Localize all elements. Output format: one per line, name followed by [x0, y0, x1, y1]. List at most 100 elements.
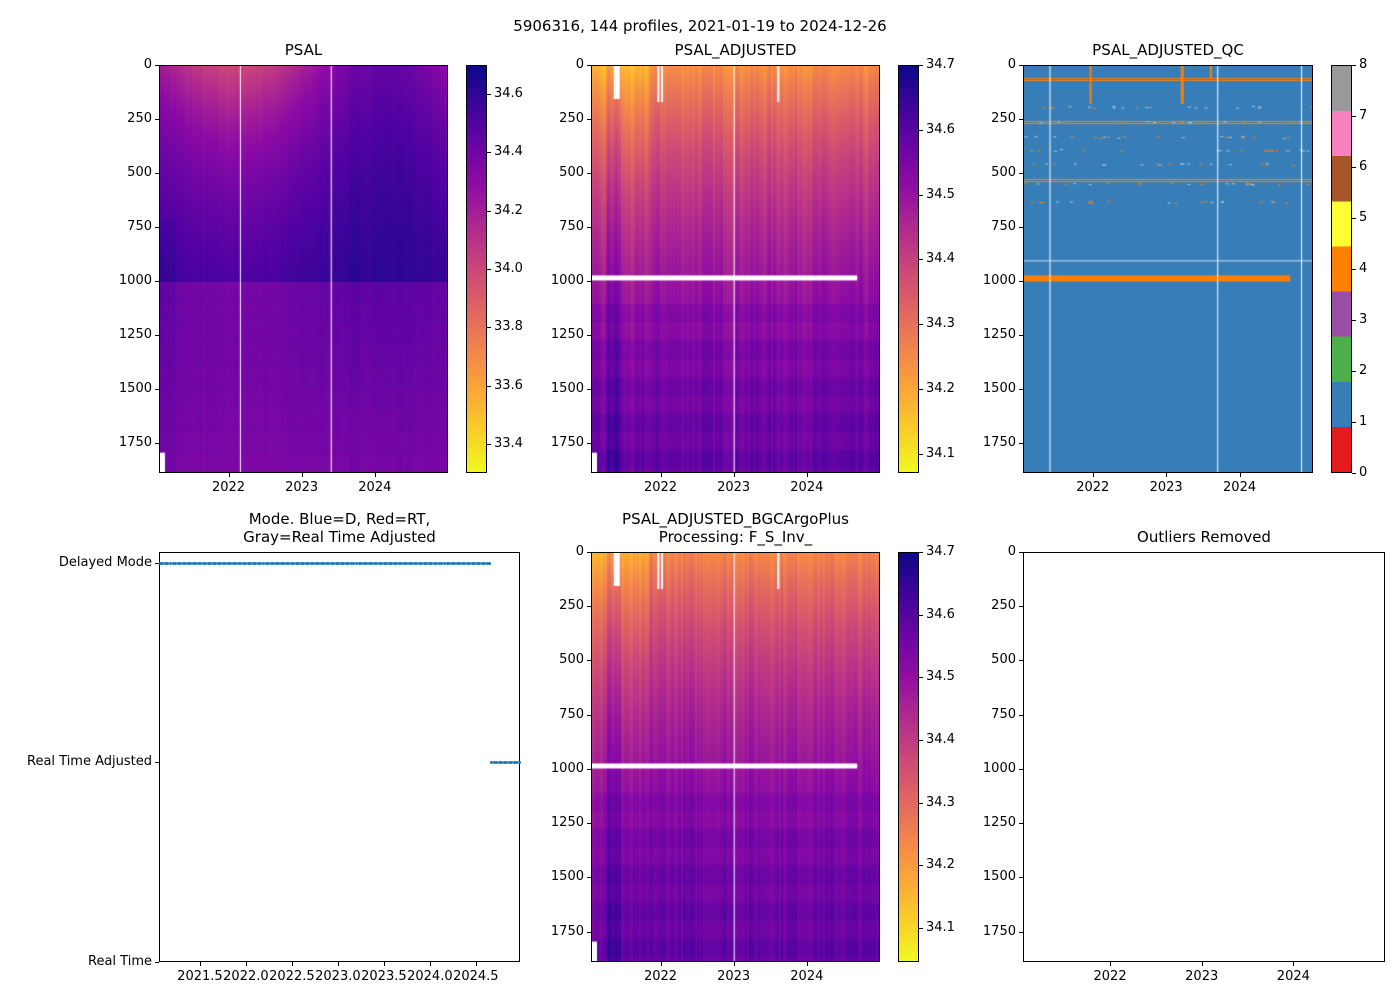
mode-point [377, 562, 381, 566]
mode-point [226, 562, 230, 566]
mode-point [196, 562, 200, 566]
mode-point [342, 562, 346, 566]
y-tick-label: 1000 [550, 760, 584, 776]
mode-point [171, 562, 175, 566]
mode-point [319, 562, 323, 566]
panel-title-outliers: Outliers Removed [1137, 528, 1271, 546]
panel-title-mode: Gray=Real Time Adjusted [243, 528, 436, 546]
mode-point [166, 562, 170, 566]
y-tick-label: Delayed Mode [58, 554, 152, 570]
mode-point [277, 562, 281, 566]
y-tick-label: 500 [127, 164, 152, 180]
mode-point [468, 562, 472, 566]
panel-title-psal_adj_qc: PSAL_ADJUSTED_QC [1092, 41, 1244, 59]
y-tick [587, 552, 591, 553]
y-tick-label: 1750 [550, 434, 584, 450]
mode-point [219, 562, 223, 566]
colorbar-tick [919, 388, 923, 390]
y-tick [587, 823, 591, 825]
y-tick [155, 280, 159, 282]
y-tick [155, 172, 159, 174]
axes-mode [158, 552, 521, 962]
mode-point [422, 562, 426, 566]
mode-point [490, 760, 494, 764]
y-tick-label: 1250 [982, 326, 1016, 342]
mode-point [475, 562, 479, 566]
mode-point [324, 562, 328, 566]
mode-point [485, 562, 489, 566]
mode-point [272, 562, 276, 566]
mode-point [307, 562, 311, 566]
y-tick-label: 500 [559, 652, 584, 668]
mode-point [430, 562, 434, 566]
mode-point [282, 562, 286, 566]
mode-point [357, 562, 361, 566]
colorbar-tick-label: 34.6 [926, 606, 955, 622]
y-tick [1019, 606, 1023, 608]
colorbar-tick [919, 928, 923, 930]
mode-point [502, 760, 506, 764]
y-tick [1019, 768, 1023, 770]
mode-point [199, 562, 203, 566]
mode-point [181, 562, 185, 566]
colorbar-tick [1352, 116, 1356, 117]
y-tick [155, 762, 159, 764]
y-tick-label: 1250 [982, 815, 1016, 831]
y-tick-label: 750 [991, 706, 1016, 722]
colorbar-tick-label: 34.0 [494, 261, 523, 276]
mode-point [158, 562, 162, 566]
y-tick [1019, 714, 1023, 716]
x-tick [1110, 962, 1112, 966]
y-tick [587, 388, 591, 390]
mode-point [405, 562, 409, 566]
mode-point [211, 562, 215, 566]
mode-point [236, 562, 240, 566]
x-tick [1201, 962, 1203, 966]
x-tick-label: 2024 [1276, 969, 1310, 984]
mode-point [294, 562, 298, 566]
x-tick-label: 2023 [285, 480, 319, 495]
mode-point [186, 562, 190, 566]
y-tick-label: 750 [991, 218, 1016, 234]
colorbar-tick-label: 34.4 [494, 144, 523, 160]
mode-point [191, 562, 195, 566]
colorbar-tick-label: 33.8 [494, 319, 523, 335]
mode-point [375, 562, 379, 566]
y-tick [1019, 388, 1023, 390]
y-tick-label: 1750 [982, 923, 1016, 939]
y-tick-label: 0 [575, 544, 584, 559]
x-tick-label: 2023 [717, 969, 751, 984]
y-tick-label: 1000 [118, 272, 152, 288]
mode-point [322, 562, 326, 566]
colorbar-tick [919, 865, 923, 867]
mode-point [304, 562, 308, 566]
mode-point [344, 562, 348, 566]
y-tick [155, 226, 159, 228]
mode-point [497, 760, 501, 764]
mode-point [292, 562, 296, 566]
x-tick [475, 962, 477, 966]
x-tick-label: 2024 [1223, 480, 1257, 495]
y-tick-label: 1250 [550, 815, 584, 831]
x-tick-label: 2023 [1149, 480, 1183, 495]
mode-point [176, 562, 180, 566]
mode-point [460, 562, 464, 566]
y-tick-label: 250 [991, 110, 1016, 126]
x-tick-label: 2023.0 [315, 969, 361, 984]
colorbar-psal_adj [898, 65, 919, 473]
colorbar-tick [919, 324, 923, 326]
colorbar-tick-label: 34.4 [926, 251, 955, 267]
mode-point [224, 562, 228, 566]
colorbar-tick-label: 34.6 [494, 86, 523, 102]
mode-point [448, 562, 451, 566]
y-tick [587, 280, 591, 282]
colorbar-tick-label: 34.5 [926, 669, 955, 685]
y-tick-label: Real Time Adjusted [27, 754, 152, 770]
x-tick [337, 962, 339, 966]
mode-point [206, 562, 210, 566]
mode-point [432, 562, 436, 566]
mode-point [194, 562, 198, 566]
x-tick [374, 473, 376, 477]
panel-title-mode: Mode. Blue=D, Red=RT, [248, 510, 431, 528]
x-tick-label: 2022 [211, 480, 246, 495]
